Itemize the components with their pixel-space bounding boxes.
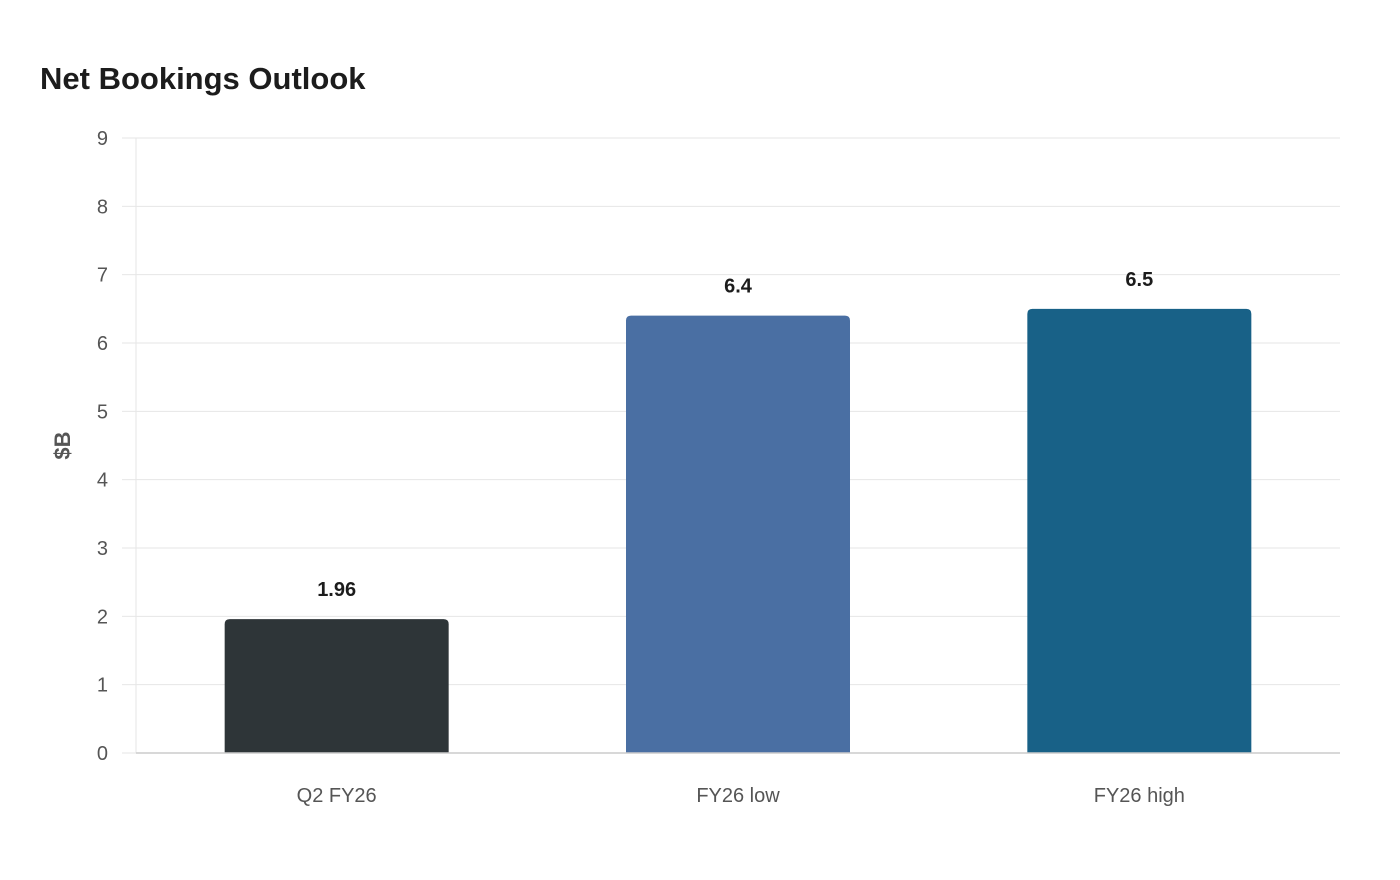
x-tick-label: FY26 low [696,785,780,807]
y-tick-label: 8 [97,196,108,218]
bar-q2-fy26 [224,619,449,753]
chart-title: Net Bookings Outlook [40,61,366,96]
data-label: 1.96 [317,579,356,601]
y-tick-label: 4 [97,470,108,492]
y-tick-label: 6 [97,333,108,355]
y-tick-label: 9 [97,128,108,150]
axes [135,138,1340,754]
y-tick-label: 3 [97,538,108,560]
y-tick-label: 5 [97,401,108,423]
labels: 0 1 2 3 4 5 6 7 8 9 1.96 Q2 FY26 6.4 FY26 low 6.5 FY26 … [50,128,1185,807]
bars [224,308,1252,753]
x-tick-label: FY26 high [1094,785,1185,807]
bar-fy26-low [626,315,850,753]
bar-fy26-high [1027,308,1252,753]
y-axis-title: $B [50,431,75,459]
y-tick-label: 0 [97,743,108,765]
data-label: 6.5 [1125,269,1153,291]
y-tick-label: 7 [97,265,108,287]
data-label: 6.4 [724,276,753,298]
y-tick-label: 1 [97,675,108,697]
y-tick-label: 2 [97,606,108,628]
x-tick-label: Q2 FY26 [297,785,377,807]
